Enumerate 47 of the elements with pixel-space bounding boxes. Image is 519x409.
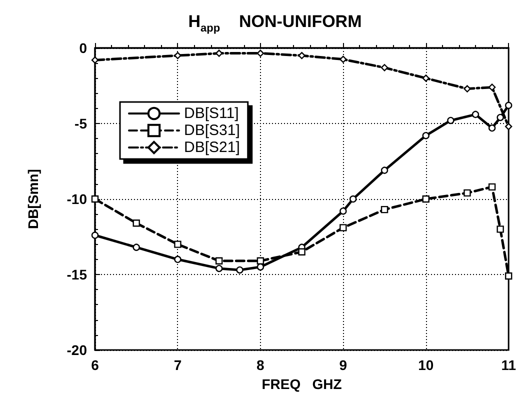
point: [505, 102, 512, 109]
point: [340, 207, 347, 215]
point: [340, 224, 347, 232]
legend-label: DB[S21]: [184, 139, 240, 156]
point: [380, 206, 388, 214]
y-tick-label: -5: [74, 116, 88, 132]
point: [472, 110, 480, 118]
point: [236, 266, 244, 274]
x-tick-label: 7: [174, 357, 182, 373]
point: [256, 257, 264, 265]
point: [215, 264, 223, 272]
point: [174, 240, 182, 248]
x-tick-label: 10: [418, 357, 434, 373]
point: [464, 85, 471, 92]
point: [464, 189, 471, 197]
y-tick-label: 0: [79, 40, 88, 56]
point: [496, 226, 504, 233]
point: [422, 195, 430, 203]
point: [422, 132, 430, 140]
point: [505, 122, 512, 130]
point: [91, 232, 99, 239]
y-tick-label: -10: [66, 191, 88, 207]
legend-label: DB[S31]: [184, 122, 240, 139]
point: [132, 220, 140, 227]
y-tick-label: -15: [66, 266, 88, 282]
x-tick-label: 8: [256, 357, 265, 373]
point: [380, 166, 388, 174]
legend-label: DB[S11]: [184, 105, 239, 122]
x-axis-title: FREQ GHZ: [262, 376, 342, 392]
point: [256, 50, 264, 57]
point: [496, 114, 504, 122]
point: [488, 124, 496, 132]
point: [349, 195, 357, 203]
point: [505, 272, 512, 280]
x-tick-label: 9: [339, 357, 348, 373]
y-tick-label: -20: [66, 342, 88, 358]
x-tick-label: 6: [91, 357, 100, 373]
y-axis-title: DB[Smn]: [25, 169, 41, 229]
point: [447, 116, 454, 124]
point: [174, 256, 182, 263]
point: [380, 64, 388, 72]
point: [488, 183, 496, 191]
point: [298, 248, 306, 256]
point: [132, 244, 140, 251]
point: [215, 257, 223, 265]
x-tick-label: 11: [501, 357, 516, 373]
point: [91, 195, 99, 203]
